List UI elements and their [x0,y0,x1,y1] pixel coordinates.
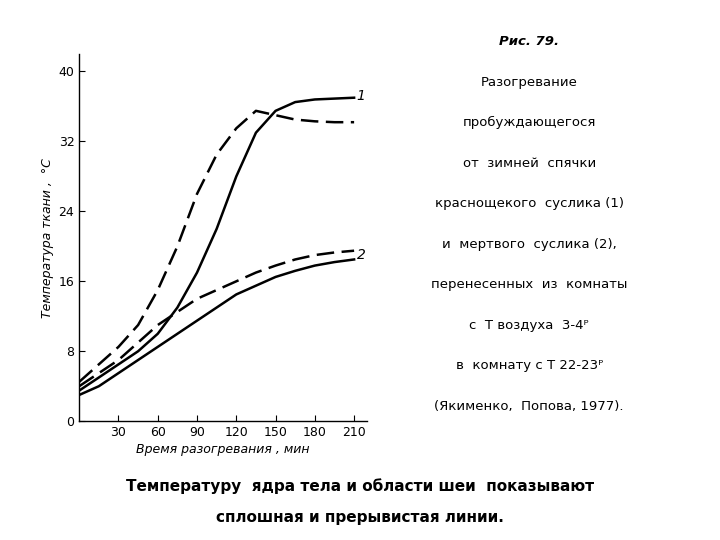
Y-axis label: Температура ткани ,  °C: Температура ткани , °C [41,158,54,318]
Text: 2: 2 [356,248,366,262]
Text: с  Т воздуха  3-4ᴾ: с Т воздуха 3-4ᴾ [469,319,589,332]
Text: в  комнату с Т 22-23ᴾ: в комнату с Т 22-23ᴾ [456,359,603,372]
Text: перенесенных  из  комнаты: перенесенных из комнаты [431,278,627,291]
Text: Разогревание: Разогревание [481,76,577,89]
X-axis label: Время разогревания , мин: Время разогревания , мин [137,443,310,456]
Text: от  зимней  спячки: от зимней спячки [462,157,596,170]
Text: Температуру  ядра тела и области шеи  показывают: Температуру ядра тела и области шеи пока… [126,478,594,494]
Text: краснощекого  суслика (1): краснощекого суслика (1) [435,197,624,210]
Text: 1: 1 [356,89,366,103]
Text: Рис. 79.: Рис. 79. [499,35,559,48]
Text: пробуждающегося: пробуждающегося [462,116,596,129]
Text: (Якименко,  Попова, 1977).: (Якименко, Попова, 1977). [434,400,624,413]
Text: и  мертвого  суслика (2),: и мертвого суслика (2), [442,238,616,251]
Text: сплошная и прерывистая линии.: сплошная и прерывистая линии. [216,510,504,525]
